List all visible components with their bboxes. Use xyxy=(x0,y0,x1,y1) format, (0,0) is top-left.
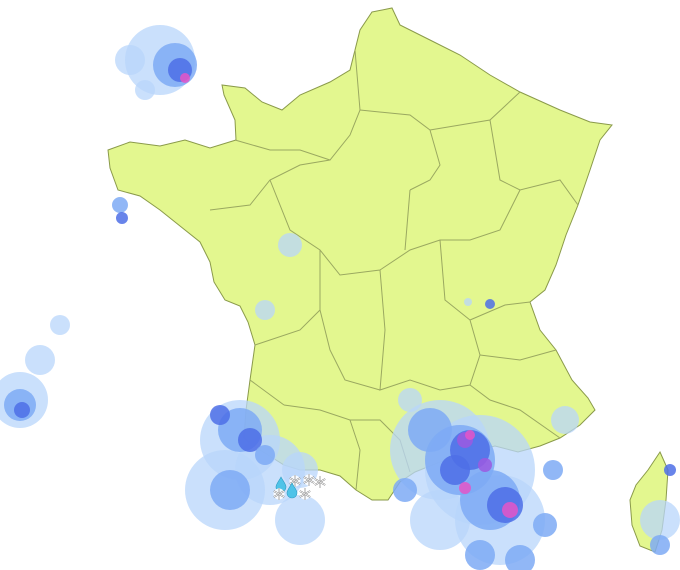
radar-cell-light xyxy=(25,345,55,375)
radar-cell-medium xyxy=(505,545,535,570)
radar-cell-light xyxy=(398,388,422,412)
radar-cell-light xyxy=(255,300,275,320)
snowflake-icon xyxy=(273,488,285,500)
radar-cell-very-heavy xyxy=(478,458,492,472)
radar-cell-heavy xyxy=(14,402,30,418)
radar-cell-medium xyxy=(533,513,557,537)
snowflake-icon xyxy=(289,475,301,487)
radar-cell-medium xyxy=(112,197,128,213)
radar-cell-heavy xyxy=(440,455,470,485)
radar-cell-light xyxy=(464,298,472,306)
radar-cell-medium xyxy=(650,535,670,555)
region-borders xyxy=(209,49,579,491)
radar-cell-light xyxy=(115,45,145,75)
radar-cell-light xyxy=(410,490,470,550)
radar-cell-heavy xyxy=(238,428,262,452)
radar-cell-medium xyxy=(210,470,250,510)
radar-cell-light xyxy=(275,495,325,545)
radar-cell-heavy xyxy=(116,212,128,224)
radar-cell-light xyxy=(551,406,579,434)
radar-cell-light xyxy=(640,500,680,540)
radar-cell-light xyxy=(235,435,305,505)
radar-cell-extreme xyxy=(459,482,471,494)
radar-cell-light xyxy=(50,315,70,335)
snowflake-icon xyxy=(303,474,315,486)
radar-cell-extreme xyxy=(502,502,518,518)
radar-cell-medium xyxy=(393,478,417,502)
radar-cell-extreme xyxy=(465,430,475,440)
radar-cell-medium xyxy=(465,540,495,570)
radar-cell-medium xyxy=(543,460,563,480)
radar-cell-light xyxy=(278,233,302,257)
radar-cell-extreme xyxy=(180,73,190,83)
rain-drop-icon xyxy=(286,482,298,499)
snowflake-icon xyxy=(314,476,326,488)
radar-cell-heavy xyxy=(664,464,676,476)
weather-icons-layer xyxy=(273,474,326,500)
radar-cell-heavy xyxy=(485,299,495,309)
radar-cell-medium xyxy=(255,445,275,465)
snowflake-icon xyxy=(299,488,311,500)
radar-precipitation-layer xyxy=(0,25,680,570)
radar-cell-light xyxy=(135,80,155,100)
radar-cell-heavy xyxy=(210,405,230,425)
